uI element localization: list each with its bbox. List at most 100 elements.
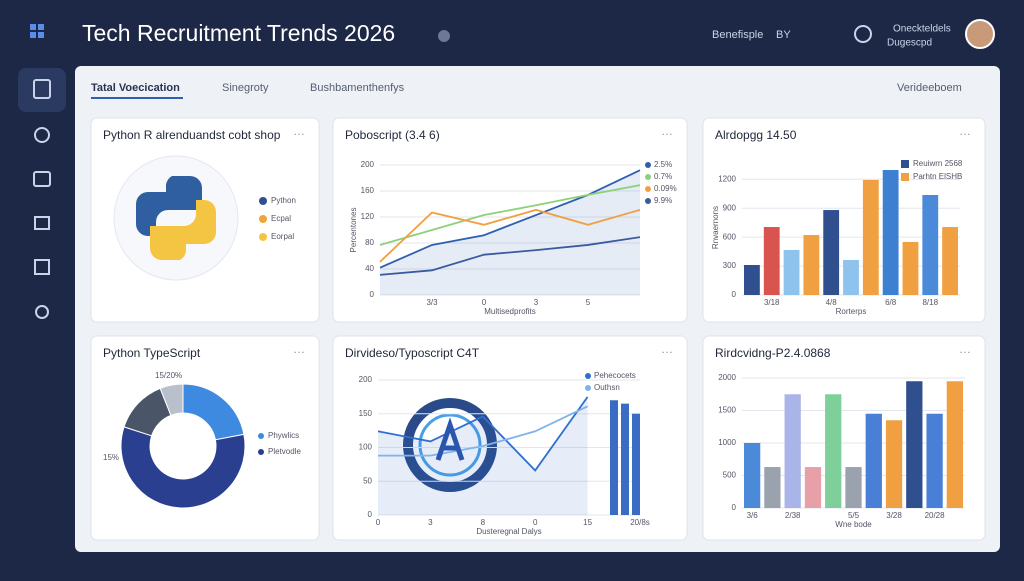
x-tick-label: 2/38 bbox=[785, 511, 801, 520]
card-menu[interactable]: … bbox=[661, 124, 673, 138]
bar bbox=[804, 467, 822, 508]
avatar[interactable] bbox=[965, 19, 995, 49]
tab[interactable]: Tatal Voecication bbox=[91, 82, 180, 94]
card-menu[interactable]: … bbox=[293, 124, 305, 138]
y-tick-label: 1500 bbox=[718, 406, 736, 415]
y-tick-label: 50 bbox=[363, 476, 372, 485]
x-tick-label: 3/3 bbox=[426, 298, 438, 307]
legend-swatch bbox=[645, 186, 651, 192]
card-title: Poboscript (3.4 6) bbox=[345, 128, 440, 142]
user-name: Oneckteldels bbox=[893, 24, 951, 35]
bar bbox=[885, 420, 903, 508]
x-tick-label: 6/8 bbox=[885, 298, 897, 307]
legend-swatch bbox=[901, 160, 909, 168]
user-role: Dugescpd bbox=[887, 38, 932, 49]
legend-swatch bbox=[645, 174, 651, 180]
y-axis-label: Rnvaernons bbox=[711, 206, 720, 249]
tab[interactable]: Bushbamenthenfys bbox=[310, 82, 405, 94]
x-tick-label: 3/6 bbox=[747, 511, 759, 520]
x-tick-label: 0 bbox=[482, 298, 487, 307]
legend-swatch bbox=[585, 373, 591, 379]
x-tick-label: 20/8s bbox=[630, 518, 650, 527]
badge-letter bbox=[435, 417, 465, 461]
bar bbox=[610, 400, 618, 515]
line bbox=[379, 184, 641, 246]
bar bbox=[926, 413, 943, 508]
y-tick-label: 80 bbox=[365, 238, 374, 247]
legend-swatch bbox=[258, 449, 264, 455]
x-axis-label: Rorterps bbox=[836, 307, 867, 316]
y-axis-label: Percentones bbox=[349, 208, 358, 253]
x-axis-label: Dusteregnal Dalys bbox=[476, 527, 541, 536]
card-menu[interactable]: … bbox=[293, 342, 305, 356]
bar bbox=[862, 179, 879, 295]
bar bbox=[825, 394, 842, 508]
legend-label: Reuiwrn 2568 bbox=[913, 159, 963, 168]
bar bbox=[902, 241, 919, 295]
card-title: Python TypeScript bbox=[103, 346, 201, 360]
bar bbox=[764, 467, 781, 508]
x-axis-label: Wne bode bbox=[835, 520, 872, 529]
card-menu[interactable]: … bbox=[661, 342, 673, 356]
y-tick-label: 0 bbox=[368, 510, 373, 519]
bar bbox=[803, 235, 820, 295]
sidebar-icons[interactable] bbox=[33, 79, 51, 319]
legend-label: Outhsn bbox=[594, 383, 620, 392]
card-title: Alrdopgg 14.50 bbox=[715, 128, 797, 142]
legend-swatch bbox=[901, 173, 909, 181]
legend-swatch bbox=[259, 197, 267, 205]
python-logo-bottom bbox=[150, 200, 216, 260]
bar bbox=[922, 195, 939, 295]
legend-swatch bbox=[645, 162, 651, 168]
card-title: Python R alrenduandst cobt shop bbox=[103, 128, 281, 142]
y-tick-label: 300 bbox=[723, 261, 737, 270]
area bbox=[378, 396, 588, 515]
bar bbox=[783, 249, 800, 295]
line bbox=[379, 236, 641, 276]
y-tick-label: 160 bbox=[361, 186, 375, 195]
x-tick-label: 0 bbox=[376, 518, 381, 527]
x-tick-label: 0 bbox=[533, 518, 538, 527]
x-tick-label: 3 bbox=[534, 298, 539, 307]
x-tick-label: 8/18 bbox=[922, 298, 938, 307]
y-tick-label: 150 bbox=[359, 409, 373, 418]
y-tick-label: 2000 bbox=[718, 373, 736, 382]
y-tick-label: 1000 bbox=[718, 438, 736, 447]
logo-backdrop bbox=[113, 155, 239, 281]
bar bbox=[744, 265, 760, 295]
y-tick-label: 600 bbox=[723, 232, 737, 241]
settings-icon[interactable] bbox=[854, 25, 872, 43]
card-menu[interactable]: … bbox=[959, 124, 971, 138]
line bbox=[379, 169, 641, 269]
legend-label: 2.5% bbox=[654, 160, 672, 169]
x-tick-label: 20/28 bbox=[925, 511, 946, 520]
legend-label: Eorpal bbox=[271, 232, 294, 241]
bar bbox=[621, 403, 629, 515]
legend-label: 9.9% bbox=[654, 196, 672, 205]
header-link[interactable]: BY bbox=[776, 29, 791, 41]
tab[interactable]: Sinegroty bbox=[222, 82, 269, 94]
bar bbox=[632, 413, 640, 515]
x-tick-label: 4/8 bbox=[826, 298, 838, 307]
legend-label: Python bbox=[271, 196, 296, 205]
header-link[interactable]: Benefisple bbox=[712, 29, 763, 41]
bar bbox=[823, 210, 840, 295]
line bbox=[379, 208, 641, 263]
annotation: 15% bbox=[103, 453, 119, 462]
y-tick-label: 0 bbox=[732, 290, 737, 299]
legend-label: Parhtn ElSHB bbox=[913, 172, 962, 181]
y-tick-label: 120 bbox=[361, 212, 375, 221]
y-tick-label: 40 bbox=[365, 264, 374, 273]
legend-swatch bbox=[585, 385, 591, 391]
y-tick-label: 1200 bbox=[718, 174, 736, 183]
card-menu[interactable]: … bbox=[959, 342, 971, 356]
action-button[interactable]: Verideeboem bbox=[897, 82, 962, 94]
title-icon bbox=[438, 30, 450, 42]
y-tick-label: 200 bbox=[359, 375, 373, 384]
x-tick-label: 3/18 bbox=[764, 298, 780, 307]
legend-swatch bbox=[258, 433, 264, 439]
line bbox=[378, 405, 588, 457]
y-tick-label: 0 bbox=[370, 290, 375, 299]
card-title: Dirvideso/Typoscript C4T bbox=[345, 346, 480, 360]
